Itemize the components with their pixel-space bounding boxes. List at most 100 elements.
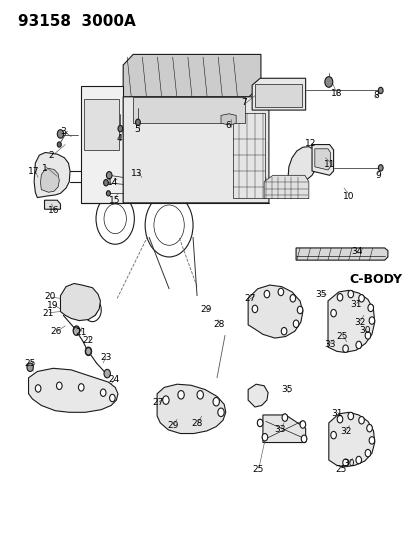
Circle shape xyxy=(261,433,267,441)
Circle shape xyxy=(368,317,374,324)
Circle shape xyxy=(257,419,262,426)
Polygon shape xyxy=(34,152,70,198)
Circle shape xyxy=(85,347,91,356)
Text: 6: 6 xyxy=(225,122,230,131)
Text: 1: 1 xyxy=(43,164,48,173)
Polygon shape xyxy=(327,290,374,352)
Text: 8: 8 xyxy=(373,91,379,100)
Text: 12: 12 xyxy=(304,139,316,148)
Text: 15: 15 xyxy=(108,196,120,205)
Text: 20: 20 xyxy=(44,292,56,301)
Polygon shape xyxy=(133,97,244,123)
Text: 10: 10 xyxy=(342,192,354,201)
Polygon shape xyxy=(157,384,225,433)
Text: 26: 26 xyxy=(51,327,62,336)
Text: 14: 14 xyxy=(107,178,118,187)
Circle shape xyxy=(342,459,347,466)
Text: 16: 16 xyxy=(48,206,60,215)
Circle shape xyxy=(57,142,61,147)
Text: C-BODY: C-BODY xyxy=(349,273,401,286)
Polygon shape xyxy=(287,147,317,188)
Circle shape xyxy=(330,310,336,317)
Circle shape xyxy=(178,391,184,399)
Text: 28: 28 xyxy=(213,320,224,329)
Circle shape xyxy=(377,165,382,171)
Circle shape xyxy=(281,414,287,421)
Text: 5: 5 xyxy=(134,125,140,134)
Circle shape xyxy=(135,119,140,125)
Circle shape xyxy=(27,363,33,372)
Circle shape xyxy=(347,413,353,419)
Text: 2: 2 xyxy=(48,151,54,160)
Circle shape xyxy=(213,398,219,406)
Text: 3: 3 xyxy=(60,127,66,136)
Circle shape xyxy=(366,424,371,432)
Circle shape xyxy=(103,180,108,186)
Text: 31: 31 xyxy=(330,409,342,418)
Polygon shape xyxy=(84,100,119,150)
Circle shape xyxy=(162,396,169,405)
Polygon shape xyxy=(295,248,387,260)
Text: 9: 9 xyxy=(375,171,381,180)
Text: 13: 13 xyxy=(131,168,142,177)
Text: 18: 18 xyxy=(330,89,342,98)
Circle shape xyxy=(358,295,363,302)
Circle shape xyxy=(106,172,112,179)
Circle shape xyxy=(355,341,361,349)
Text: 21: 21 xyxy=(43,309,54,318)
Circle shape xyxy=(336,294,342,301)
Circle shape xyxy=(78,384,84,391)
Circle shape xyxy=(292,320,298,327)
Polygon shape xyxy=(40,168,59,192)
Circle shape xyxy=(297,306,302,314)
Text: 32: 32 xyxy=(339,427,350,437)
Circle shape xyxy=(85,348,91,355)
Circle shape xyxy=(290,295,295,302)
Text: 25: 25 xyxy=(252,465,263,473)
Circle shape xyxy=(355,456,361,464)
Circle shape xyxy=(104,369,110,378)
Text: 30: 30 xyxy=(342,459,354,469)
Circle shape xyxy=(342,345,347,352)
Polygon shape xyxy=(328,413,374,467)
Polygon shape xyxy=(233,113,264,198)
Polygon shape xyxy=(247,384,268,407)
Circle shape xyxy=(301,435,306,442)
Circle shape xyxy=(100,389,106,397)
Circle shape xyxy=(324,77,332,87)
Circle shape xyxy=(73,326,79,334)
Polygon shape xyxy=(81,86,123,203)
Text: 33: 33 xyxy=(323,341,335,350)
Circle shape xyxy=(252,305,257,313)
Text: 11: 11 xyxy=(323,160,335,169)
Text: 27: 27 xyxy=(244,294,255,303)
Text: 19: 19 xyxy=(47,301,58,310)
Circle shape xyxy=(368,437,374,444)
Circle shape xyxy=(347,290,353,298)
Text: 35: 35 xyxy=(280,385,292,394)
Polygon shape xyxy=(263,175,308,199)
Polygon shape xyxy=(314,149,330,170)
Polygon shape xyxy=(247,285,302,338)
Circle shape xyxy=(278,288,283,296)
Circle shape xyxy=(364,449,370,457)
Circle shape xyxy=(280,327,286,335)
Circle shape xyxy=(377,87,382,94)
Polygon shape xyxy=(123,54,260,97)
Circle shape xyxy=(336,416,342,423)
Polygon shape xyxy=(262,415,305,442)
Polygon shape xyxy=(123,97,268,203)
Text: 93158  3000A: 93158 3000A xyxy=(18,14,135,29)
Polygon shape xyxy=(28,368,118,413)
Circle shape xyxy=(106,191,110,196)
Circle shape xyxy=(56,382,62,390)
Text: 23: 23 xyxy=(100,353,112,362)
Circle shape xyxy=(197,391,203,399)
Text: 28: 28 xyxy=(191,419,202,428)
Text: 33: 33 xyxy=(274,425,285,434)
Polygon shape xyxy=(255,84,301,108)
Polygon shape xyxy=(60,284,100,320)
Text: 17: 17 xyxy=(28,166,40,175)
Circle shape xyxy=(358,417,363,424)
Circle shape xyxy=(118,125,123,132)
